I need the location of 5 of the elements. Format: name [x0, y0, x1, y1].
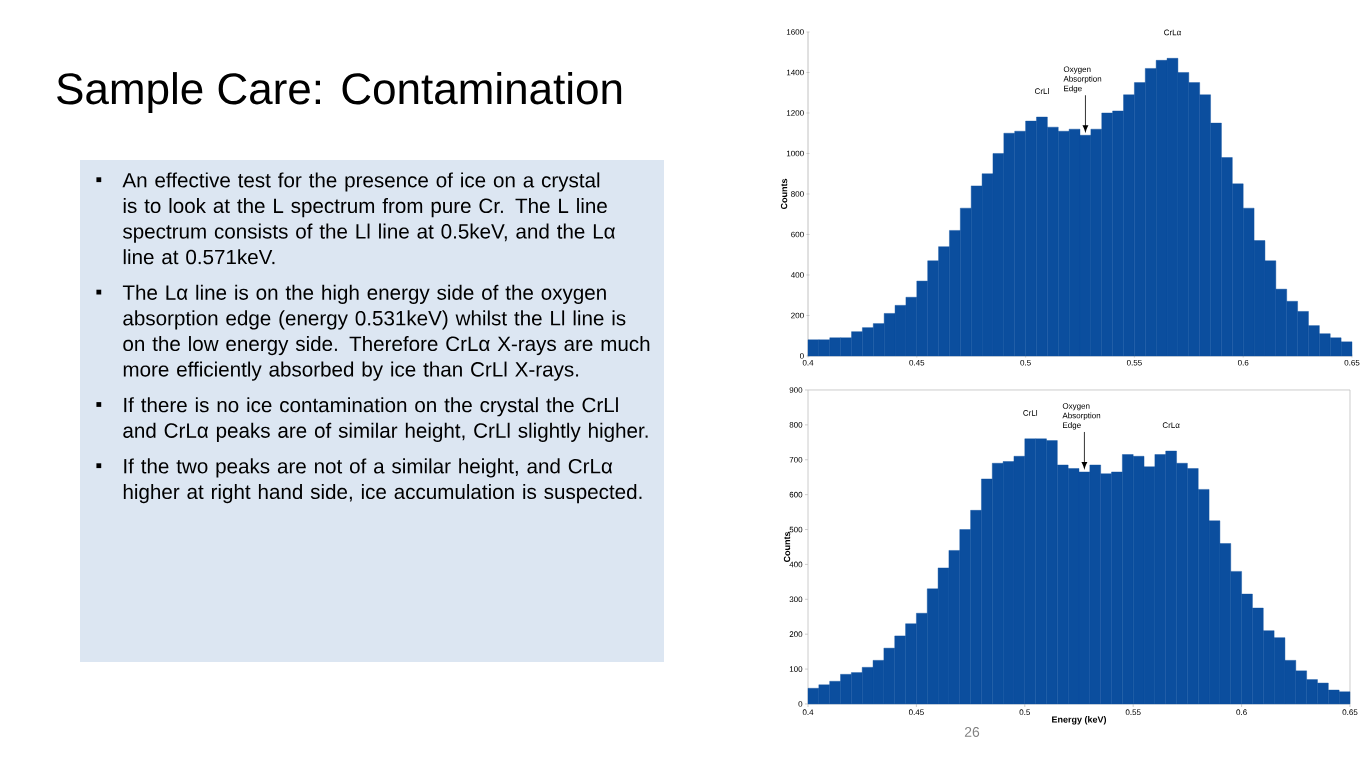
- text: The Lα line is on the high energy side of the oxygen absorption edge (energy 0.531keV) whilst the Ll line is on the low energy side. Therefore CrLα X-rays are much more efficiently absorbed by ice than CrLl X-rays.: [122, 284, 650, 381]
- text: If there is no ice contamination on the crystal the CrLl and CrLα peaks are of similar height, CrLl slightly higher.: [123, 397, 648, 442]
- text: If the two peaks are not of a similar height, and CrLα higher at right hand side, ice accumulation is suspected.: [123, 458, 642, 504]
- text: Sample Care: Contamination: [57, 72, 622, 114]
- text: An effective test for the presence of ice on a crystal is to look at the L spectrum from pure Cr. The L line spectrum consists of the Ll line at 0.5keV, and the Lα line at 0.571keV.: [122, 172, 615, 265]
